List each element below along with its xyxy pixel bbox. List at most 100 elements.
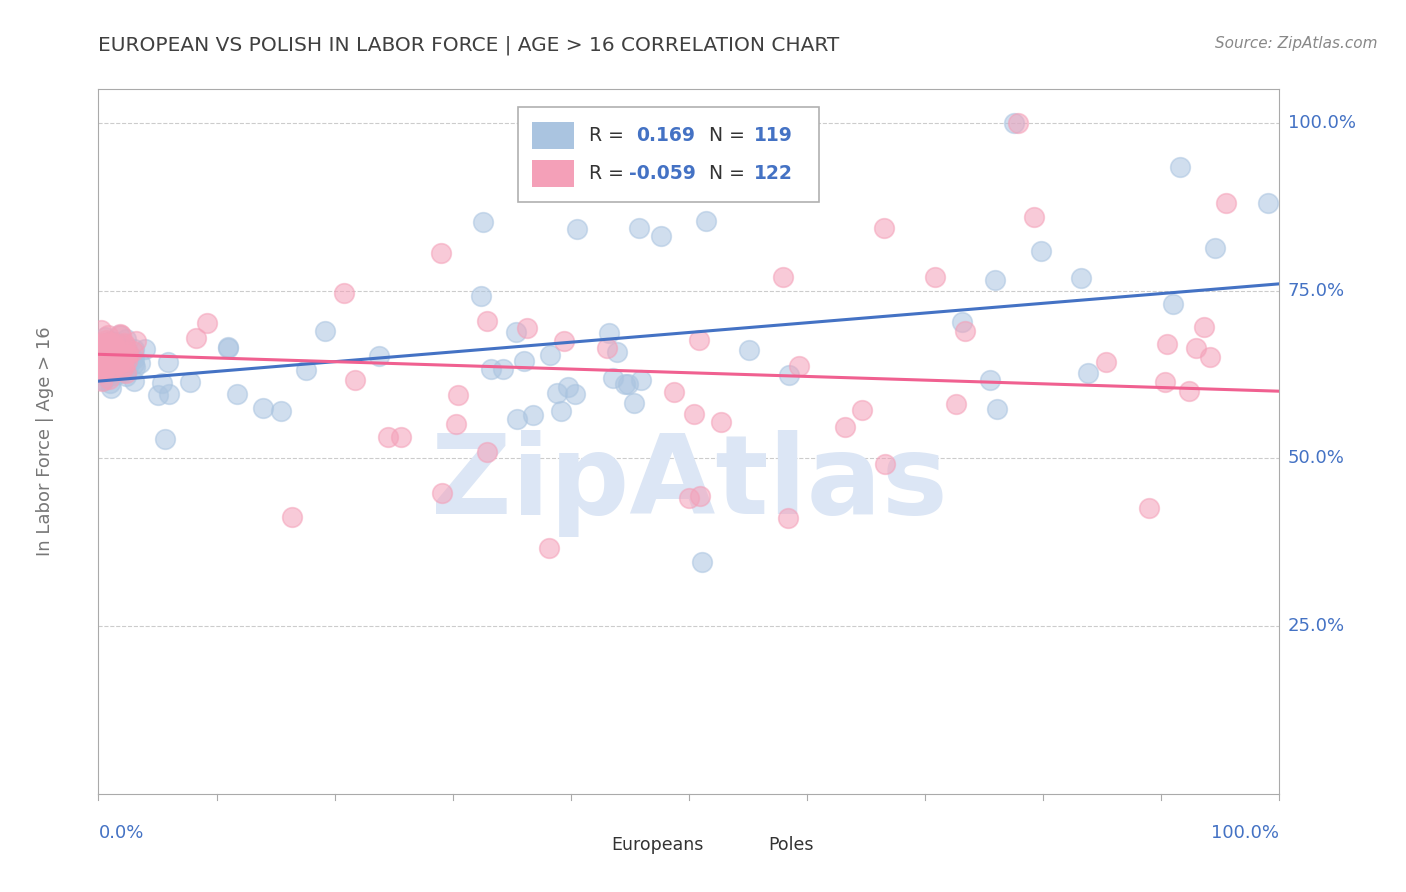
Point [122,342,145,356]
Text: EUROPEAN VS POLISH IN LABOR FORCE | AGE > 16 CORRELATION CHART: EUROPEAN VS POLISH IN LABOR FORCE | AGE … [98,36,839,55]
Point [430,486,453,500]
Point [104,368,127,383]
Text: N =: N = [709,126,745,145]
Point [90,348,112,362]
Point [96,343,118,358]
Point [89,373,111,387]
Point [630,373,652,387]
Point [91,353,114,368]
Point [97,348,120,362]
Point [683,408,706,422]
Point [103,356,125,370]
Point [97,335,120,350]
FancyBboxPatch shape [531,161,575,187]
Point [156,355,179,369]
Text: 122: 122 [754,164,793,183]
Point [103,360,125,375]
Point [96,353,118,368]
Point [953,324,976,338]
Point [650,229,672,244]
Point [98,368,121,382]
Point [114,338,136,352]
Point [1184,341,1206,355]
Point [90,360,112,375]
FancyBboxPatch shape [576,832,603,857]
Point [695,214,717,228]
Point [94,361,117,376]
Point [778,510,800,524]
Point [689,489,711,503]
Point [778,368,800,382]
Point [623,395,645,409]
Point [117,353,139,368]
Point [117,359,139,374]
Point [94,361,117,376]
Point [314,324,336,338]
Point [94,356,117,370]
Point [89,361,111,376]
Point [737,343,759,357]
Point [950,315,973,329]
Point [89,345,111,359]
Point [602,370,624,384]
Text: 100.0%: 100.0% [1288,114,1355,132]
Point [90,323,112,337]
Point [550,404,572,418]
Point [97,336,120,351]
Point [100,354,122,368]
Point [97,339,120,353]
Text: 25.0%: 25.0% [1288,617,1346,635]
Point [93,343,115,357]
Point [772,269,794,284]
Point [115,348,138,362]
Text: 100.0%: 100.0% [1212,824,1279,842]
Point [96,370,118,384]
Point [93,347,115,361]
Point [1204,241,1226,255]
Point [94,357,117,371]
Point [146,388,169,402]
Point [97,351,120,366]
Point [128,355,150,369]
Point [596,341,619,355]
Point [117,348,139,362]
Point [98,372,121,386]
Point [101,342,124,356]
Point [89,353,111,368]
Point [1257,196,1279,211]
Point [103,351,125,365]
Point [104,352,127,367]
Point [787,359,810,373]
Point [280,510,302,524]
Point [93,340,115,354]
Text: R =: R = [589,126,623,145]
Point [100,353,122,368]
Point [122,357,145,371]
Point [93,364,115,378]
Point [90,345,112,359]
Point [104,365,127,379]
Point [98,338,121,352]
Point [96,343,118,357]
Text: -0.059: -0.059 [628,164,696,183]
Point [107,327,129,342]
Point [986,402,1008,417]
Point [1007,116,1029,130]
Point [851,403,873,417]
Point [93,330,115,344]
Point [1161,297,1184,311]
Text: N =: N = [709,164,745,183]
Point [217,339,239,353]
Point [111,342,134,356]
Point [157,386,180,401]
Point [688,333,710,347]
Point [492,361,515,376]
Text: 0.169: 0.169 [636,126,695,145]
Point [475,444,498,458]
Point [96,333,118,347]
Point [472,215,495,229]
Point [1029,244,1052,258]
Point [97,348,120,362]
Point [984,273,1007,287]
Point [107,341,129,355]
